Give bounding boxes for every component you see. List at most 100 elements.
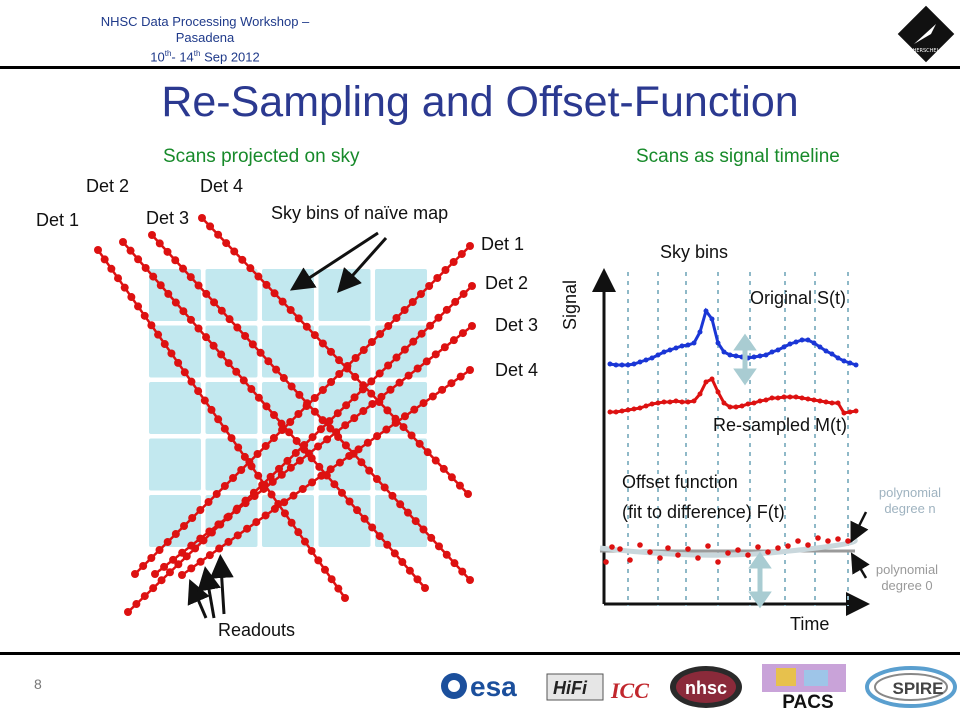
readout-dot <box>434 313 443 322</box>
difference-point <box>675 552 681 558</box>
readout-dot <box>147 554 156 562</box>
original-curve-point <box>781 344 787 350</box>
resampled-curve-point <box>805 396 811 402</box>
readout-dot <box>307 546 316 555</box>
readout-dot <box>250 492 259 501</box>
readout-dot <box>304 449 313 458</box>
sky-bins-timeline-label: Sky bins <box>660 242 729 262</box>
original-curve-point <box>721 349 727 355</box>
readout-dot <box>367 377 376 386</box>
resampled-curve-point <box>733 404 739 410</box>
resampled-curve-point <box>817 398 823 404</box>
readout-dot <box>248 340 257 349</box>
readout-dot <box>178 548 187 557</box>
readout-dot <box>227 434 236 443</box>
readout-dot <box>368 523 377 532</box>
readout-dot <box>314 556 323 565</box>
poly-0-arrow <box>850 552 870 579</box>
readout-dot <box>409 337 418 346</box>
original-curve-point <box>673 345 679 351</box>
readout-dot <box>326 424 335 433</box>
difference-point <box>695 555 701 561</box>
readout-dot <box>132 600 141 609</box>
readout-dot <box>194 324 203 333</box>
readout-dot <box>286 306 295 314</box>
original-curve-point <box>853 362 859 368</box>
readout-dot <box>261 442 270 450</box>
readout-dot <box>209 341 218 350</box>
readout-dot <box>206 222 215 231</box>
readout-dot <box>253 450 262 458</box>
original-curve-point <box>799 337 805 343</box>
nhsc-logo: nhsc <box>668 664 744 710</box>
original-curve-point <box>811 340 817 346</box>
readout-dot <box>345 497 354 506</box>
readout-dot <box>171 298 180 307</box>
difference-point <box>705 543 711 549</box>
readout-dot <box>196 534 205 543</box>
readout-dot <box>217 306 226 315</box>
difference-point <box>665 545 671 551</box>
resampled-curve-point <box>607 409 613 415</box>
resampled-curve-point <box>721 400 727 406</box>
timeline-curves <box>599 307 859 565</box>
readout-dot <box>210 298 219 307</box>
readout-dot <box>457 250 466 258</box>
readout-dot <box>295 456 304 465</box>
readout-dot <box>310 394 319 402</box>
readout-dot <box>278 297 287 306</box>
readout-dot <box>440 343 449 352</box>
readout-dot <box>398 558 407 567</box>
original-curve-line <box>609 307 857 367</box>
readout-dot <box>187 377 196 386</box>
readout-dot <box>270 504 279 513</box>
original-curve-point <box>631 361 637 367</box>
readout-dot <box>223 513 232 522</box>
readout-dot <box>392 353 401 362</box>
readout-dot <box>241 331 250 340</box>
original-curve-point <box>667 347 673 353</box>
readout-dot <box>345 451 354 460</box>
readout-dot <box>246 264 255 273</box>
original-curve-point <box>769 349 775 355</box>
difference-point <box>795 538 801 544</box>
readout-dot <box>365 466 374 475</box>
readout-dot <box>134 302 143 311</box>
resampled-curve-point <box>751 400 757 406</box>
readout-dot <box>280 509 289 518</box>
resampled-curve-point <box>637 405 643 411</box>
readout-dot <box>422 357 431 366</box>
readout-dot <box>156 281 165 290</box>
readout-dot <box>466 576 474 584</box>
readout-dot <box>180 522 189 530</box>
readout-dot <box>254 272 263 281</box>
readout-dot <box>283 456 292 465</box>
original-curve-point <box>763 352 769 358</box>
readout-dot <box>373 432 382 441</box>
readout-dot <box>140 311 149 320</box>
readout-dot <box>174 560 183 569</box>
resampled-curve-point <box>853 408 859 414</box>
original-curve-point <box>829 351 835 357</box>
readout-dot <box>180 368 189 377</box>
original-curve-point <box>697 329 703 335</box>
readout-dot <box>376 330 385 338</box>
readout-dot <box>167 349 176 358</box>
resampled-curve-point <box>811 397 817 403</box>
readout-dot <box>314 442 323 451</box>
readout-dot <box>390 549 399 558</box>
workshop-dates: 10th- 14th Sep 2012 <box>150 49 260 65</box>
difference-arrows <box>733 333 772 609</box>
readout-dot <box>419 525 428 534</box>
readout-dot <box>148 231 156 239</box>
workshop-title: NHSC Data Processing Workshop – Pasadena <box>100 14 310 45</box>
offset-function-label-1: Offset function <box>622 472 738 492</box>
readout-dot <box>416 290 425 298</box>
pacs-logo: PACS <box>756 660 852 712</box>
readout-dot <box>342 401 351 410</box>
sky-bin-cell <box>316 323 373 380</box>
sky-bin-cell <box>203 267 260 323</box>
readout-dot <box>254 471 263 480</box>
readout-dot <box>455 481 464 490</box>
readout-dot <box>431 456 440 465</box>
